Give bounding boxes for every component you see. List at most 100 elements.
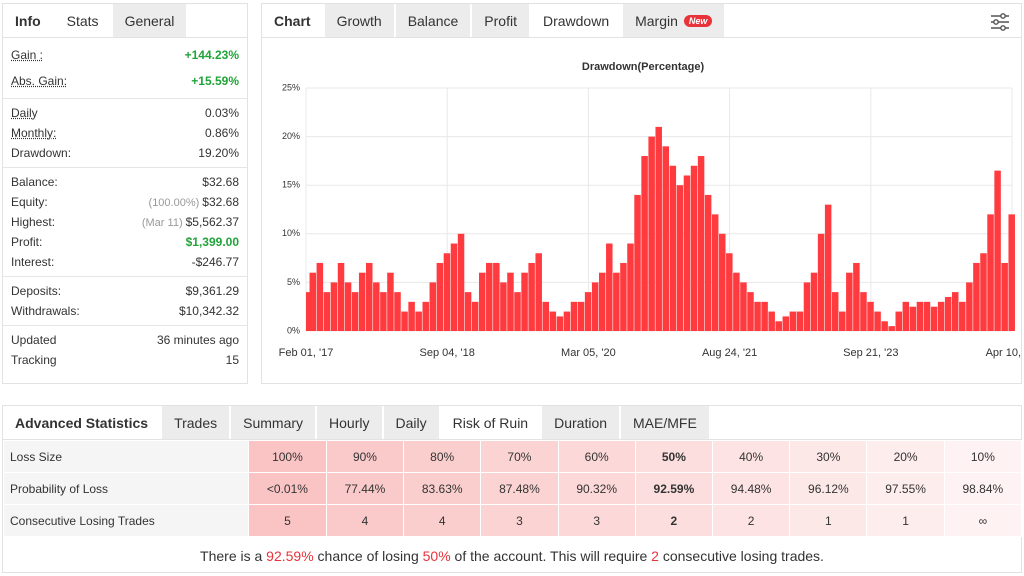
tab-label: General bbox=[124, 12, 175, 29]
bar bbox=[330, 282, 338, 331]
tab[interactable]: Duration bbox=[542, 406, 622, 439]
bar bbox=[373, 282, 380, 331]
stat-value: $32.68 bbox=[202, 175, 239, 189]
stat-row: Daily 0.03% bbox=[11, 103, 239, 123]
bar bbox=[380, 292, 387, 331]
bar bbox=[733, 272, 740, 331]
risk-cell: ∞ bbox=[943, 504, 1023, 537]
bar bbox=[436, 262, 444, 331]
stat-row: Tracking 15 bbox=[11, 350, 239, 370]
tab[interactable]: Balance bbox=[395, 4, 473, 37]
tab[interactable]: Stats bbox=[54, 4, 113, 37]
tab[interactable]: Trades bbox=[162, 406, 232, 439]
bar bbox=[980, 253, 987, 331]
tab[interactable]: Risk of Ruin bbox=[440, 406, 543, 439]
bar bbox=[535, 253, 542, 331]
tab[interactable]: Drawdown bbox=[530, 4, 624, 37]
tab[interactable]: Daily bbox=[383, 406, 441, 439]
risk-cell: 70% bbox=[480, 440, 559, 473]
risk-cell: 77.44% bbox=[325, 472, 405, 505]
row-label: Consecutive Losing Trades bbox=[3, 504, 249, 537]
stat-value: 0.03% bbox=[204, 106, 239, 120]
summary-part: of the account. This will require bbox=[450, 548, 652, 564]
stat-value: -$246.77 bbox=[191, 255, 239, 269]
y-tick-label: 5% bbox=[287, 277, 300, 287]
stat-label: Balance: bbox=[11, 175, 58, 189]
tab[interactable]: Profit bbox=[472, 4, 531, 37]
risk-cell: 92.59% bbox=[634, 472, 714, 505]
tab-label: Chart bbox=[274, 12, 311, 29]
y-tick-label: 10% bbox=[282, 228, 300, 238]
x-tick-label: Apr 10, '25 bbox=[986, 347, 1021, 359]
bar bbox=[556, 316, 564, 331]
bar bbox=[916, 301, 924, 331]
tab[interactable]: Hourly bbox=[317, 406, 384, 439]
bar bbox=[514, 292, 521, 331]
bar bbox=[443, 253, 451, 331]
stat-row: Updated 36 minutes ago bbox=[11, 330, 239, 350]
bar bbox=[839, 311, 846, 331]
bar bbox=[789, 311, 797, 331]
bar bbox=[1008, 214, 1015, 331]
bar bbox=[683, 175, 691, 331]
tab[interactable]: Summary bbox=[231, 406, 318, 439]
tab-label: Growth bbox=[336, 12, 382, 29]
y-tick-label: 20% bbox=[282, 131, 300, 141]
tab[interactable]: MAE/MFE bbox=[621, 406, 711, 439]
bar bbox=[408, 301, 415, 331]
tab[interactable]: Margin New bbox=[623, 4, 727, 37]
bar bbox=[909, 306, 917, 331]
stat-row: Highest: (Mar 11) $5,562.37 bbox=[11, 212, 239, 232]
risk-cell: 90.32% bbox=[557, 472, 636, 505]
risk-cell: 50% bbox=[634, 440, 714, 473]
stat-group: Updated 36 minutes ago Tracking 15 bbox=[3, 326, 247, 374]
bar bbox=[747, 292, 754, 331]
bar bbox=[761, 301, 768, 331]
bar bbox=[831, 292, 839, 331]
bar bbox=[973, 262, 980, 331]
tab[interactable]: Growth bbox=[324, 4, 396, 37]
bar bbox=[676, 185, 684, 331]
bar bbox=[888, 326, 895, 331]
bar bbox=[669, 165, 677, 331]
bar bbox=[697, 156, 705, 331]
bar bbox=[478, 272, 486, 331]
tab-label: Info bbox=[15, 12, 41, 29]
stat-value: $32.68 bbox=[202, 195, 239, 209]
bar bbox=[351, 292, 359, 331]
bar bbox=[690, 165, 698, 331]
bar bbox=[337, 262, 345, 331]
stat-group: Deposits: $9,361.29 Withdrawals: $10,342.32 bbox=[3, 277, 247, 326]
bar bbox=[641, 156, 648, 331]
tab[interactable]: General bbox=[112, 4, 189, 37]
tab: Info bbox=[3, 4, 55, 37]
bar bbox=[507, 272, 514, 331]
bar bbox=[486, 262, 493, 331]
bar bbox=[853, 262, 860, 331]
settings-icon[interactable] bbox=[989, 12, 1011, 32]
stat-label: Daily bbox=[11, 106, 38, 120]
bar bbox=[528, 262, 535, 331]
tab-label: MAE/MFE bbox=[633, 414, 697, 431]
bar bbox=[775, 321, 782, 331]
stat-value-wrap: -$246.77 bbox=[192, 255, 239, 269]
stat-row: Gain : +144.23% bbox=[11, 42, 239, 68]
risk-cell: 4 bbox=[403, 504, 482, 537]
bar bbox=[874, 311, 881, 331]
stat-value: 36 minutes ago bbox=[156, 333, 239, 347]
stat-value: 19.20% bbox=[198, 146, 239, 160]
summary-part: 2 bbox=[651, 548, 659, 564]
stat-value-wrap: (100.00%) $32.68 bbox=[149, 195, 239, 209]
risk-cell: 83.63% bbox=[403, 472, 482, 505]
bar bbox=[542, 301, 550, 331]
bar bbox=[810, 272, 818, 331]
stat-label: Drawdown: bbox=[11, 146, 72, 160]
bar bbox=[994, 170, 1001, 331]
stat-value: $9,361.29 bbox=[185, 284, 239, 298]
bar bbox=[401, 311, 408, 331]
stat-group: Daily 0.03% Monthly: 0.86% Drawdown: 19.20% bbox=[3, 99, 247, 168]
stat-label: Withdrawals: bbox=[11, 304, 80, 318]
bar bbox=[796, 311, 804, 331]
stat-value: $5,562.37 bbox=[185, 215, 239, 229]
risk-cell: 100% bbox=[248, 440, 327, 473]
